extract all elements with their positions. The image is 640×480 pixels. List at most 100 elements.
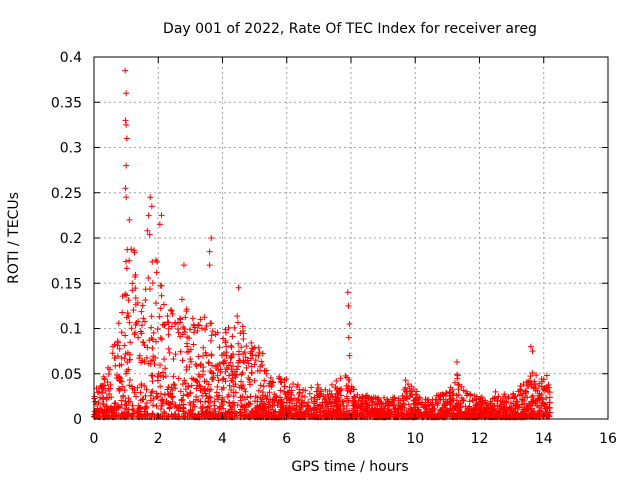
data-point bbox=[209, 328, 216, 335]
data-point bbox=[172, 351, 179, 358]
data-point bbox=[243, 364, 250, 371]
data-point bbox=[148, 203, 155, 210]
data-point bbox=[214, 383, 221, 390]
data-point bbox=[334, 391, 341, 398]
data-point bbox=[530, 385, 537, 392]
data-point bbox=[148, 313, 155, 320]
data-point bbox=[540, 386, 547, 393]
data-point bbox=[114, 353, 121, 360]
data-point bbox=[129, 287, 136, 294]
data-point bbox=[341, 413, 348, 420]
data-point bbox=[450, 410, 457, 417]
data-point bbox=[272, 394, 279, 401]
data-point bbox=[276, 373, 283, 380]
data-point bbox=[143, 354, 150, 361]
data-point bbox=[122, 117, 129, 124]
data-point bbox=[232, 374, 239, 381]
data-point bbox=[533, 372, 540, 379]
data-point bbox=[100, 385, 107, 392]
data-point bbox=[315, 403, 322, 410]
data-point bbox=[146, 231, 153, 238]
data-point bbox=[216, 344, 223, 351]
y-tick-label: 0.4 bbox=[60, 50, 82, 66]
data-point bbox=[200, 352, 207, 359]
data-point bbox=[308, 410, 315, 417]
data-point bbox=[154, 373, 161, 380]
axis-ticks: 0 2 4 6 8 10 12 14 16 0 0.05 0.1 0.15 0.2 0.25 0.3 0.35 0… bbox=[51, 50, 617, 447]
data-point bbox=[226, 382, 233, 389]
data-point bbox=[161, 409, 168, 416]
data-point bbox=[250, 345, 257, 352]
data-point bbox=[100, 395, 107, 402]
data-point bbox=[520, 400, 527, 407]
data-point bbox=[525, 413, 532, 420]
data-point bbox=[259, 392, 266, 399]
data-point bbox=[142, 393, 149, 400]
data-point bbox=[313, 394, 320, 401]
data-point bbox=[173, 404, 180, 411]
data-point bbox=[235, 284, 242, 291]
data-point bbox=[213, 389, 220, 396]
data-point bbox=[125, 411, 132, 418]
data-point bbox=[179, 381, 186, 388]
data-point bbox=[223, 352, 230, 359]
data-point bbox=[170, 381, 177, 388]
data-point bbox=[139, 302, 146, 309]
data-point bbox=[150, 411, 157, 418]
data-point bbox=[122, 291, 129, 298]
data-point bbox=[123, 368, 130, 375]
data-point bbox=[529, 409, 536, 416]
data-point bbox=[394, 405, 401, 412]
x-tick-label: 8 bbox=[347, 431, 356, 447]
data-point bbox=[205, 395, 212, 402]
data-point bbox=[183, 306, 190, 313]
data-point bbox=[114, 338, 121, 345]
data-point bbox=[263, 367, 270, 374]
data-point bbox=[219, 402, 226, 409]
data-point bbox=[156, 221, 163, 228]
data-point bbox=[400, 411, 407, 418]
data-point bbox=[122, 332, 129, 339]
data-point bbox=[247, 350, 254, 357]
data-point bbox=[161, 322, 168, 329]
data-point bbox=[149, 378, 156, 385]
data-point bbox=[540, 376, 547, 383]
data-point bbox=[350, 407, 357, 414]
data-point bbox=[143, 386, 150, 393]
data-point bbox=[505, 394, 512, 401]
data-point bbox=[534, 410, 541, 417]
data-point bbox=[332, 384, 339, 391]
data-point bbox=[166, 405, 173, 412]
data-point bbox=[527, 343, 534, 350]
data-point bbox=[451, 379, 458, 386]
data-point bbox=[414, 404, 421, 411]
y-tick-label: 0.1 bbox=[60, 322, 82, 338]
data-point bbox=[251, 377, 258, 384]
data-point bbox=[132, 285, 139, 292]
data-point bbox=[426, 409, 433, 416]
data-point bbox=[546, 389, 553, 396]
data-point bbox=[198, 387, 205, 394]
data-point bbox=[439, 411, 446, 418]
data-point bbox=[123, 194, 130, 201]
x-tick-label: 16 bbox=[599, 431, 617, 447]
data-point bbox=[525, 406, 532, 413]
data-point bbox=[164, 386, 171, 393]
data-point bbox=[149, 258, 156, 265]
data-point bbox=[415, 408, 422, 415]
data-point bbox=[408, 387, 415, 394]
data-point bbox=[434, 402, 441, 409]
x-tick-label: 12 bbox=[471, 431, 489, 447]
data-point bbox=[128, 412, 135, 419]
data-point bbox=[118, 329, 125, 336]
data-point bbox=[246, 401, 253, 408]
data-point bbox=[212, 331, 219, 338]
data-point bbox=[248, 345, 255, 352]
data-point bbox=[226, 413, 233, 420]
data-point bbox=[165, 345, 172, 352]
data-point bbox=[222, 339, 229, 346]
x-tick-label: 4 bbox=[218, 431, 227, 447]
data-point bbox=[182, 380, 189, 387]
data-point bbox=[452, 402, 459, 409]
data-point bbox=[518, 396, 525, 403]
